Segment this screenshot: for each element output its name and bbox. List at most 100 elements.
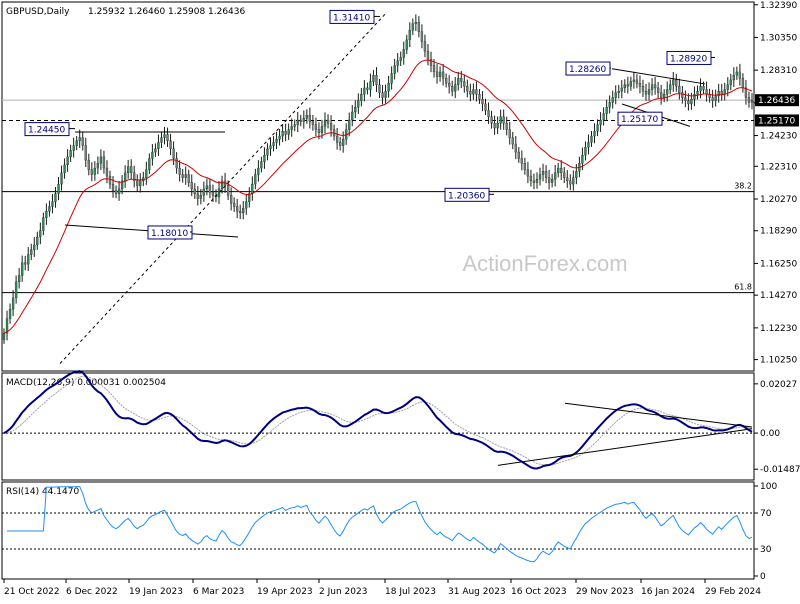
candle-body bbox=[720, 90, 723, 95]
price-tick-label: 1.32390 bbox=[760, 1, 797, 11]
candle-body bbox=[257, 167, 260, 175]
candle-body bbox=[178, 167, 181, 175]
candle-body bbox=[487, 110, 490, 117]
candle-body bbox=[123, 172, 127, 182]
candle-body bbox=[196, 193, 199, 199]
candle-body bbox=[499, 116, 502, 124]
candle-body bbox=[390, 73, 393, 84]
candle-body bbox=[717, 90, 720, 97]
ohlc-high: 1.26460 bbox=[128, 7, 165, 17]
candle-body bbox=[681, 92, 684, 98]
candle-body bbox=[251, 183, 254, 194]
candle-body bbox=[614, 92, 617, 98]
time-tick-label: 29 Nov 2023 bbox=[576, 587, 634, 597]
candle-body bbox=[408, 30, 411, 41]
candle-body bbox=[127, 166, 130, 174]
candle-body bbox=[738, 71, 742, 79]
price-tick-label: 1.14270 bbox=[760, 291, 797, 301]
candle-body bbox=[669, 84, 672, 90]
candle-body bbox=[399, 57, 402, 61]
candle-body bbox=[342, 139, 345, 146]
candle-body bbox=[632, 79, 636, 82]
candle-body bbox=[96, 163, 100, 169]
time-tick-label: 18 Jul 2023 bbox=[385, 587, 436, 597]
time-tick-label: 16 Oct 2023 bbox=[511, 587, 567, 597]
time-tick-label: 29 Feb 2024 bbox=[705, 587, 761, 597]
candle-body bbox=[30, 249, 33, 255]
candle-body bbox=[384, 90, 387, 98]
candle-body bbox=[175, 158, 178, 169]
rsi-tick-label: 70 bbox=[760, 509, 772, 519]
candle-body bbox=[457, 78, 460, 85]
candle-body bbox=[281, 131, 284, 137]
candle-body bbox=[569, 180, 572, 185]
candle-body bbox=[599, 119, 602, 125]
rsi-axis: 100 70 30 0 bbox=[2, 482, 777, 582]
candle-body bbox=[575, 171, 578, 178]
candle-body bbox=[317, 129, 321, 133]
candle-body bbox=[550, 179, 554, 183]
macd-title: MACD(12,26,9) 0.000031 0.002504 bbox=[6, 378, 166, 388]
price-axis: 1.323901.303501.283101.262701.242301.223… bbox=[754, 1, 799, 366]
candle-body bbox=[314, 124, 318, 130]
candle-body bbox=[523, 163, 527, 170]
candle-body bbox=[747, 97, 751, 103]
candle-body bbox=[596, 124, 599, 132]
candle-body bbox=[211, 191, 215, 196]
candle-body bbox=[363, 87, 366, 95]
candle-body bbox=[635, 79, 639, 84]
candle-body bbox=[117, 188, 121, 194]
time-axis: 21 Oct 2022 6 Dec 2022 19 Jan 2023 6 Mar 20… bbox=[3, 579, 761, 597]
candle-body bbox=[396, 60, 399, 66]
candle-body bbox=[296, 119, 299, 125]
candle-body bbox=[702, 86, 705, 90]
candle-body bbox=[169, 140, 172, 149]
candle-body bbox=[402, 49, 405, 58]
price-annotation-label: 1.20360 bbox=[448, 191, 485, 201]
candle-body bbox=[102, 156, 106, 169]
candle-body bbox=[220, 180, 224, 190]
candle-body bbox=[260, 161, 263, 169]
candle-body bbox=[557, 167, 560, 174]
candle-body bbox=[248, 193, 251, 202]
candle-body bbox=[426, 50, 430, 60]
candle-body bbox=[84, 145, 87, 161]
time-tick-label: 21 Oct 2022 bbox=[4, 587, 60, 597]
candle-body bbox=[17, 275, 21, 283]
candle-body bbox=[438, 71, 442, 77]
fib-level-label: 38.2 bbox=[734, 182, 752, 191]
candle-body bbox=[647, 89, 651, 95]
candle-body bbox=[226, 185, 230, 196]
candle-body bbox=[5, 318, 9, 334]
time-tick-label: 19 Apr 2023 bbox=[257, 587, 313, 597]
macd-axis: 0.02027 0.00 -0.014877 bbox=[2, 380, 800, 475]
candle-body bbox=[263, 155, 266, 162]
candle-body bbox=[81, 137, 84, 146]
candle-body bbox=[136, 180, 139, 186]
candle-body bbox=[696, 90, 699, 95]
candle-body bbox=[24, 262, 27, 265]
candle-body bbox=[308, 115, 312, 122]
candle-body bbox=[60, 172, 63, 185]
candle-body bbox=[69, 150, 72, 158]
candle-body bbox=[266, 148, 269, 156]
candle-body bbox=[590, 135, 593, 143]
macd-lower-trendline bbox=[497, 428, 753, 466]
price-annotation-label: 1.28260 bbox=[569, 65, 606, 75]
macd-upper-trendline bbox=[564, 402, 753, 428]
candle-body bbox=[638, 82, 642, 87]
candle-body bbox=[566, 177, 569, 182]
candle-body bbox=[278, 135, 281, 140]
candle-body bbox=[39, 230, 42, 238]
candle-body bbox=[432, 65, 436, 73]
time-tick-label: 2 Jun 2023 bbox=[319, 587, 367, 597]
candle-body bbox=[541, 171, 545, 175]
rsi-line bbox=[7, 486, 753, 563]
candle-body bbox=[602, 113, 605, 121]
candle-body bbox=[378, 84, 381, 93]
candle-body bbox=[166, 134, 169, 141]
time-tick-label: 31 Aug 2023 bbox=[448, 587, 506, 597]
candle-body bbox=[11, 297, 15, 310]
candle-body bbox=[502, 116, 505, 124]
